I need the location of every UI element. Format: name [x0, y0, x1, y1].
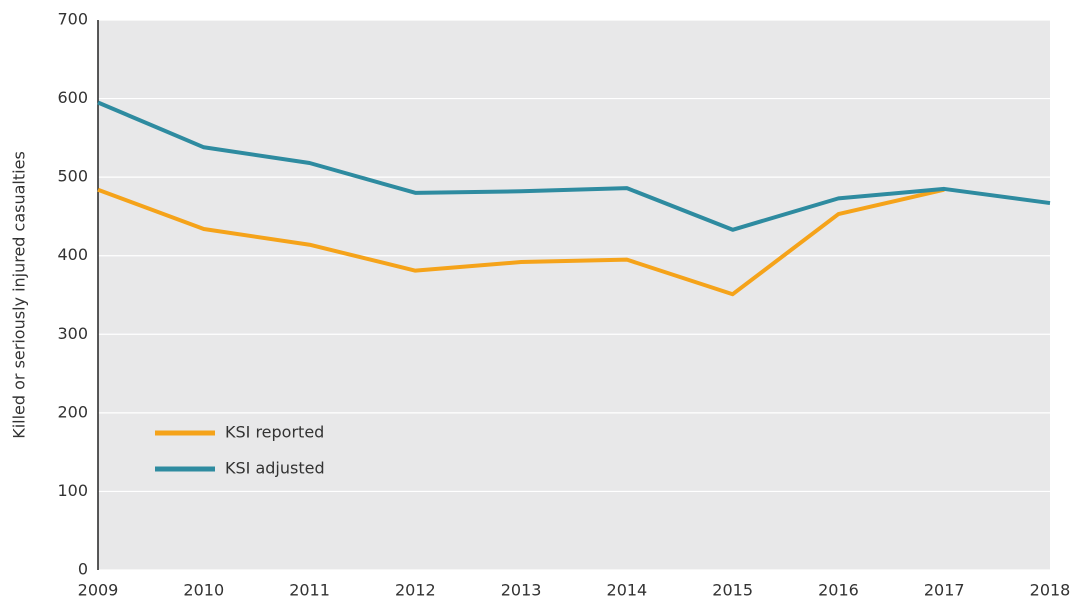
x-tick-label: 2013 [501, 581, 542, 600]
x-tick-label: 2009 [78, 581, 119, 600]
x-tick-label: 2018 [1030, 581, 1071, 600]
y-tick-label: 700 [57, 10, 88, 29]
x-tick-label: 2017 [924, 581, 965, 600]
y-tick-label: 300 [57, 324, 88, 343]
y-tick-label: 400 [57, 245, 88, 264]
x-tick-label: 2011 [289, 581, 330, 600]
x-tick-label: 2015 [712, 581, 753, 600]
x-tick-label: 2010 [183, 581, 224, 600]
x-tick-label: 2012 [395, 581, 436, 600]
legend-label: KSI reported [225, 423, 324, 442]
y-axis-label: Killed or seriously injured casualties [10, 151, 29, 439]
line [97, 187, 945, 297]
y-tick-label: 600 [57, 88, 88, 107]
y-tick-label: 100 [57, 481, 88, 500]
y-tick-label: 0 [78, 560, 88, 579]
legend-label: KSI adjusted [225, 459, 325, 478]
y-tick-label: 500 [57, 167, 88, 186]
plot-area [98, 20, 1050, 570]
y-tick-label: 200 [57, 402, 88, 421]
x-tick-label: 2016 [818, 581, 859, 600]
x-tick-label: 2014 [607, 581, 648, 600]
line [97, 100, 1051, 232]
